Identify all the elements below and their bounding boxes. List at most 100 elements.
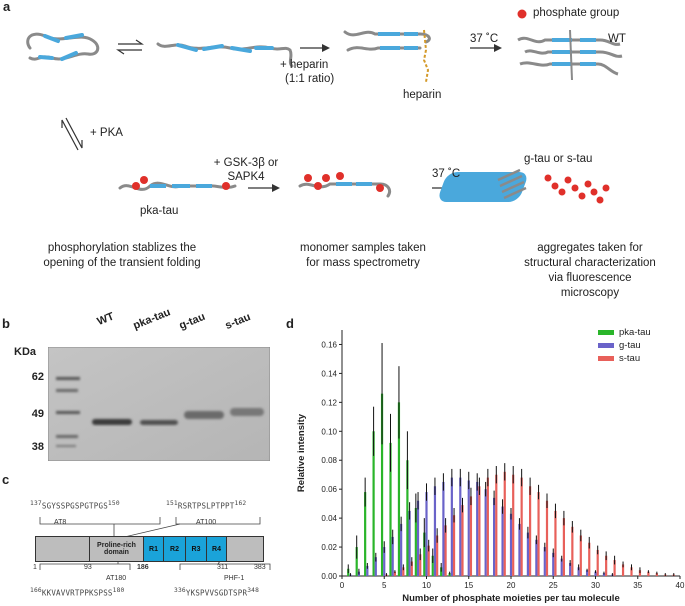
bar-pka-tau bbox=[389, 442, 392, 576]
bar-s-tau bbox=[393, 571, 396, 576]
lane-s-tau-label: s-tau bbox=[223, 311, 253, 332]
residue-383: 383 bbox=[254, 564, 266, 571]
bar-g-tau bbox=[501, 506, 504, 576]
bar-g-tau bbox=[416, 500, 420, 576]
legend-label-pka-tau: pka-tau bbox=[619, 327, 651, 338]
tau-heparin-complex bbox=[343, 29, 431, 83]
bar-g-tau bbox=[366, 565, 369, 576]
seq-bot-right-start: 336 bbox=[174, 587, 186, 594]
y-tick-label: 0.10 bbox=[321, 427, 337, 436]
bar-pka-tau bbox=[448, 573, 451, 576]
proline-rich-domain: Proline-rich domain bbox=[90, 537, 144, 561]
bar-g-tau bbox=[374, 557, 377, 576]
bar-s-tau bbox=[410, 561, 413, 576]
marker-38-label: 38 bbox=[31, 441, 44, 453]
bar-pka-tau bbox=[397, 402, 401, 576]
bar-pka-tau bbox=[423, 532, 426, 576]
wt-fibril bbox=[517, 29, 623, 81]
panel-b-label: b bbox=[2, 316, 10, 331]
bar-s-tau bbox=[503, 471, 506, 576]
caption-3-line-4: microscopy bbox=[560, 287, 620, 299]
bar-s-tau bbox=[571, 526, 574, 576]
pka-tau-label: pka-tau bbox=[140, 205, 179, 217]
caption-1-line-2: opening of the transient folding bbox=[43, 257, 201, 269]
x-tick-label: 35 bbox=[633, 581, 642, 590]
bar-pka-tau bbox=[431, 555, 434, 576]
bar-s-tau bbox=[605, 555, 608, 576]
heparin-step-label: + heparin bbox=[280, 59, 329, 71]
caption-3-line-2: structural characterization bbox=[524, 257, 656, 269]
bar-g-tau bbox=[552, 552, 555, 576]
bar-s-tau bbox=[486, 477, 489, 576]
bar-g-tau bbox=[383, 547, 386, 576]
residue-93: 93 bbox=[84, 564, 92, 571]
x-tick-label: 5 bbox=[382, 581, 387, 590]
bar-s-tau bbox=[469, 496, 473, 576]
wt-label: WT bbox=[608, 33, 626, 45]
bar-g-tau bbox=[476, 481, 479, 576]
bar-s-tau bbox=[520, 477, 523, 576]
seq-top-left-residues: SGYSSPGSPGTPGS bbox=[41, 501, 108, 511]
panel-d-label: d bbox=[286, 316, 294, 331]
seq-bot-right-end: 348 bbox=[247, 587, 260, 594]
y-axis-title: Relative intensity bbox=[296, 413, 307, 492]
bar-g-tau bbox=[450, 477, 453, 576]
chart-labels: 0.00 0.02 0.04 0.06 0.08 0.10 0.12 0.14 0.16 0 5 10… bbox=[296, 340, 685, 604]
panel-c-label: c bbox=[2, 472, 10, 487]
bar-s-tau bbox=[630, 567, 633, 576]
equilibrium-pka-arrows-icon bbox=[61, 117, 83, 151]
tau-extended-monomer bbox=[156, 42, 294, 68]
bar-s-tau bbox=[554, 510, 557, 576]
heparin-label: heparin bbox=[403, 89, 442, 101]
y-tick-label: 0.00 bbox=[321, 572, 337, 581]
bar-s-tau bbox=[402, 567, 405, 576]
hyperphosphorylated-monomer bbox=[298, 172, 392, 198]
bar-s-tau bbox=[655, 573, 658, 576]
chart-legend: pka-tau g-tau s-tau bbox=[598, 326, 651, 365]
caption-2-line-2: for mass spectrometry bbox=[306, 257, 420, 269]
residue-1: 1 bbox=[33, 564, 37, 571]
seq-top-left: 137SGYSSPGSPGTPGS150 bbox=[30, 500, 120, 511]
repeat-r1: R1 bbox=[144, 537, 164, 561]
residue-311: 311 bbox=[217, 564, 229, 571]
domain-connectors bbox=[39, 517, 271, 570]
bar-s-tau bbox=[579, 535, 582, 576]
bar-g-tau bbox=[577, 567, 580, 576]
bar-g-tau bbox=[391, 536, 394, 576]
bar-s-tau bbox=[596, 549, 599, 576]
bar-g-tau bbox=[408, 510, 411, 576]
seq-top-right-residues: RSRTPSLPTPPT bbox=[177, 501, 235, 511]
caption-3-line-3: via fluorescence bbox=[548, 272, 632, 284]
bar-g-tau bbox=[585, 570, 589, 576]
tau-domain-bar: Proline-rich domain R1 R2 R3 R4 bbox=[35, 536, 264, 562]
bar-s-tau bbox=[444, 525, 447, 576]
bar-g-tau bbox=[543, 547, 546, 576]
repeat-r4: R4 bbox=[207, 537, 227, 561]
bar-g-tau bbox=[493, 497, 496, 576]
bar-g-tau bbox=[602, 573, 606, 576]
seq-bot-left-end: 180 bbox=[112, 587, 125, 594]
bar-g-tau bbox=[433, 486, 437, 576]
residue-186: 186 bbox=[137, 564, 149, 571]
x-axis-title: Number of phosphate moieties per tau mol… bbox=[402, 593, 619, 604]
bar-pka-tau bbox=[355, 547, 358, 576]
bar-s-tau bbox=[647, 571, 650, 576]
bar-s-tau bbox=[452, 515, 456, 576]
bar-s-tau bbox=[427, 545, 430, 576]
seq-top-right: 151RSRTPSLPTPPT162 bbox=[166, 500, 246, 511]
y-tick-label: 0.16 bbox=[321, 340, 337, 349]
bar-g-tau bbox=[442, 481, 445, 576]
x-tick-label: 0 bbox=[340, 581, 345, 590]
bar-s-tau bbox=[621, 564, 625, 576]
x-tick-label: 20 bbox=[507, 581, 516, 590]
bar-g-tau bbox=[400, 523, 403, 576]
bar-pka-tau bbox=[380, 393, 384, 576]
seq-bot-right: 336YKSPVVSGDTSPR348 bbox=[174, 587, 259, 598]
repeat-r2: R2 bbox=[164, 537, 186, 561]
lane-g-tau-label: g-tau bbox=[177, 310, 207, 332]
bar-s-tau bbox=[419, 554, 422, 576]
bar-s-tau bbox=[545, 500, 549, 576]
ab-at180-label: AT180 bbox=[106, 575, 127, 582]
seq-bot-left-residues: KKVAVVRTPPKSPSS bbox=[41, 588, 113, 598]
legend-label-g-tau: g-tau bbox=[619, 340, 641, 351]
